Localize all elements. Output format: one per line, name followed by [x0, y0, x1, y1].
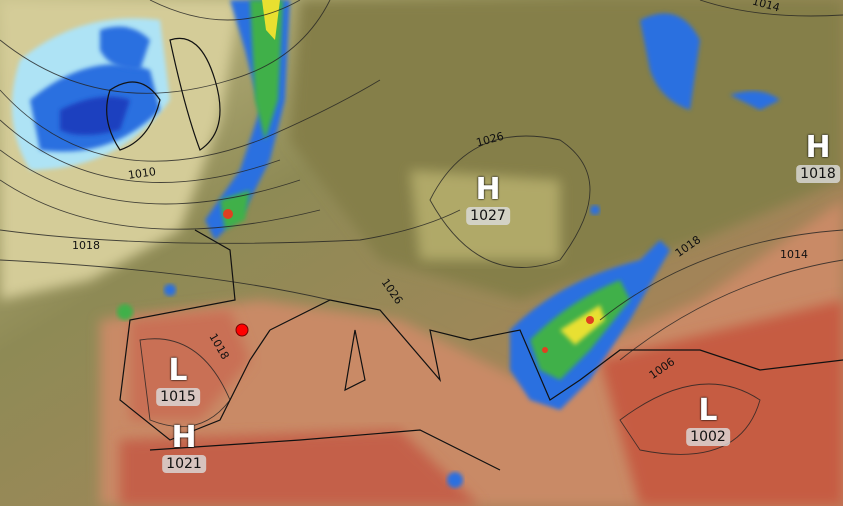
location-marker[interactable] — [235, 323, 249, 337]
isobar-label: 1018 — [72, 239, 100, 252]
precipitation-layer — [12, 0, 780, 488]
pressure-value: 1002 — [686, 428, 730, 446]
pressure-value: 1018 — [796, 165, 840, 183]
pressure-type: L — [698, 393, 718, 428]
pressure-type: H — [805, 130, 831, 165]
pressure-value: 1015 — [156, 388, 200, 406]
pressure-value: 1027 — [466, 207, 510, 225]
north-africa-hot-region — [120, 430, 480, 506]
coastlines — [106, 37, 843, 471]
pressure-center-high: H 1027 — [466, 175, 510, 225]
isobars — [0, 0, 843, 455]
pressure-type: H — [171, 420, 197, 455]
pressure-value: 1021 — [162, 455, 206, 473]
pressure-type: H — [475, 172, 501, 207]
isobar-label: 1014 — [780, 248, 808, 261]
turkey-hot-region — [600, 300, 843, 506]
pressure-center-high: H 1018 — [796, 133, 840, 183]
pressure-type: L — [168, 353, 188, 388]
pressure-center-low: L 1015 — [156, 356, 200, 406]
pressure-center-high: H 1021 — [162, 423, 206, 473]
pressure-center-low: L 1002 — [686, 396, 730, 446]
